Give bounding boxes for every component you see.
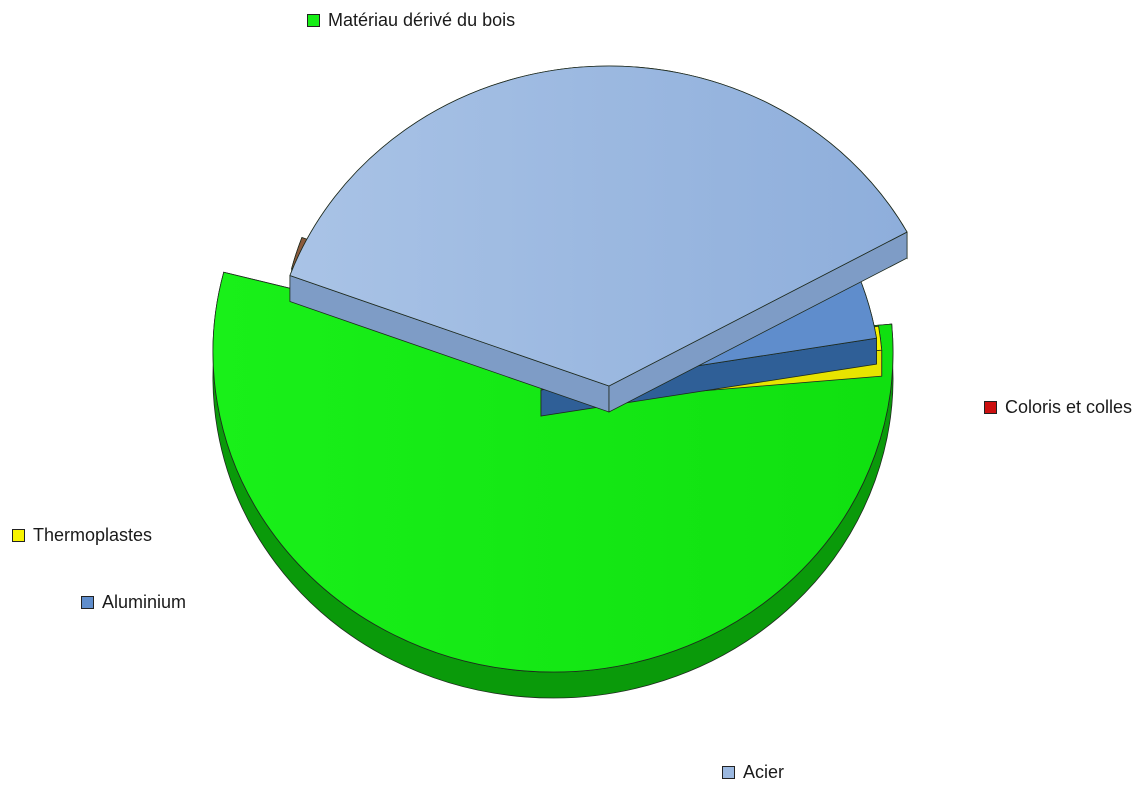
legend-swatch-acier <box>722 766 735 779</box>
legend-item-coloris: Coloris et colles <box>984 397 1132 418</box>
legend-swatch-coloris <box>984 401 997 414</box>
legend-item-acier: Acier <box>722 762 784 783</box>
legend-swatch-thermoplastes <box>12 529 25 542</box>
slice-acier <box>289 65 908 387</box>
legend-label-acier: Acier <box>743 762 785 782</box>
legend-item-thermoplastes: Thermoplastes <box>12 525 152 546</box>
legend-swatch-aluminium <box>81 596 94 609</box>
legend-item-bois: Matériau dérivé du bois <box>307 10 515 31</box>
legend-swatch-bois <box>307 14 320 27</box>
legend-label-aluminium: Aluminium <box>102 592 187 612</box>
legend-label-coloris: Coloris et colles <box>1005 397 1133 417</box>
legend-item-aluminium: Aluminium <box>81 592 186 613</box>
legend-label-thermoplastes: Thermoplastes <box>33 525 153 545</box>
legend-label-bois: Matériau dérivé du bois <box>328 10 516 30</box>
